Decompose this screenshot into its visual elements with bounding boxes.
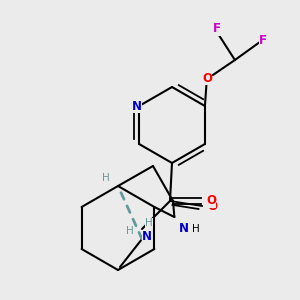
Text: N: N — [179, 223, 189, 236]
Text: N: N — [132, 100, 142, 112]
Text: F: F — [259, 34, 267, 46]
Text: O: O — [202, 71, 212, 85]
Text: O: O — [206, 194, 216, 208]
Text: H: H — [126, 226, 134, 236]
Text: N: N — [142, 230, 152, 244]
Text: O: O — [207, 200, 217, 212]
Text: F: F — [213, 22, 221, 35]
Text: H: H — [193, 224, 200, 234]
Text: H: H — [102, 173, 110, 183]
Text: H: H — [146, 218, 153, 228]
